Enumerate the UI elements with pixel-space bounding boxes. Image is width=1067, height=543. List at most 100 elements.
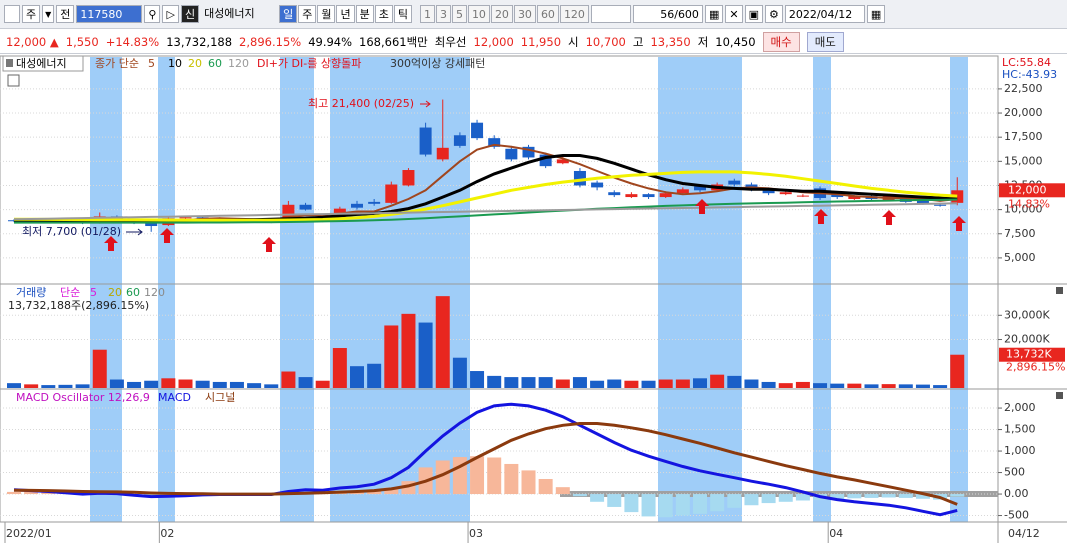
period-button[interactable]: 틱 (393, 5, 412, 23)
period-button[interactable]: 주 (298, 5, 317, 23)
candle-body (659, 193, 672, 198)
candle-body (676, 189, 689, 194)
oscillator-bar (641, 494, 656, 517)
volume-ma-legend: 5 (90, 286, 97, 299)
candle-body (299, 204, 312, 210)
dropdown[interactable]: ▼ (42, 5, 55, 23)
high-label: 고 (632, 34, 644, 49)
last-volume-rate: 2,896.15% (1006, 361, 1065, 374)
volume-bar (401, 313, 416, 388)
macd-osc-legend: MACD Oscillator 12,26,9 (16, 391, 150, 404)
oscillator-bar (24, 491, 39, 495)
period-button[interactable]: 년 (336, 5, 355, 23)
ma-legend: 60 (208, 57, 222, 70)
combo[interactable] (590, 5, 631, 23)
highlight (90, 57, 122, 522)
volume-bar (693, 378, 707, 388)
volume-legend: 거래량 (16, 286, 46, 299)
signal-arrow (814, 209, 828, 224)
code-input[interactable]: 117580 (76, 5, 143, 23)
x-tick-label: 04 (829, 527, 843, 540)
candle-body (522, 146, 535, 158)
signal-arrow (160, 228, 174, 243)
volume-bar (212, 381, 227, 388)
interval-button[interactable]: 10 (467, 5, 490, 23)
interval-button[interactable]: 20 (490, 5, 513, 23)
turnover: 49.94% (308, 34, 353, 49)
sell-button[interactable]: 매도 (806, 31, 844, 52)
volume-bar (572, 377, 587, 388)
y-tick-label: 20,000 (1004, 106, 1043, 119)
ma-legend: 120 (228, 57, 249, 70)
market-select[interactable]: 주 (22, 5, 41, 23)
y-tick-label: 5,000 (1004, 251, 1036, 264)
tool-button[interactable]: ▦ (704, 5, 724, 23)
interval-button[interactable]: 3 (435, 5, 451, 23)
volume-bar (7, 383, 21, 388)
tool-button[interactable]: ✕ (725, 5, 743, 23)
amount: 168,661백만 (359, 34, 428, 49)
last-volume-box (999, 347, 1065, 362)
candle-body (934, 204, 947, 206)
mode-button[interactable]: 전 (56, 5, 75, 23)
oscillator-bar (538, 479, 553, 495)
calendar-button[interactable]: ▦ (866, 5, 886, 23)
interval-group: 1 3 5 10 20 30 60 120 (419, 5, 589, 23)
y-tick-label: 17,500 (1004, 130, 1043, 143)
interval-button[interactable]: 5 (451, 5, 467, 23)
oscillator-bar (658, 494, 673, 518)
candle-body (368, 201, 381, 204)
oscillator-bar (521, 470, 536, 495)
x-tick-label: 03 (469, 527, 483, 540)
period-button[interactable]: 일 (279, 5, 298, 23)
oscillator-bar (367, 490, 382, 495)
date-input[interactable]: 2022/04/12 (784, 5, 865, 23)
period-button[interactable]: 월 (317, 5, 336, 23)
x-tick-label: 2022/01 (6, 527, 52, 540)
volume-bar (127, 381, 142, 388)
volume-ma-legend: 단순 (60, 286, 80, 299)
buy-button[interactable]: 매수 (762, 31, 800, 52)
signal-arrow (882, 210, 896, 225)
signal-arrows (104, 199, 966, 252)
period-button[interactable]: 분 (355, 5, 374, 23)
volume-bar (435, 296, 450, 388)
stock-legend: 대성에너지 (16, 57, 67, 70)
period-button[interactable]: 초 (374, 5, 393, 23)
volume-bar (144, 380, 159, 388)
menu-icon[interactable] (4, 5, 20, 23)
candle-body (505, 148, 518, 160)
low-label: 저 (697, 34, 709, 49)
signal-arrow (262, 237, 276, 252)
candle-body (642, 194, 655, 198)
settings-button[interactable]: ⚙ (764, 5, 783, 23)
open: 10,700 (585, 34, 626, 49)
interval-button[interactable]: 1 (419, 5, 435, 23)
oscillator-bar (7, 491, 21, 495)
change: 1,550 (65, 34, 99, 49)
save-button[interactable]: ▣ (744, 5, 763, 23)
volume-bar (504, 377, 519, 388)
volume-ma-legend: 60 (126, 286, 140, 299)
interval-button[interactable]: 30 (513, 5, 536, 23)
y-tick-label: 2,000 (1004, 401, 1036, 414)
interval-button[interactable]: 60 (536, 5, 559, 23)
panel-icon (1056, 392, 1063, 399)
change-rate: +14.83% (105, 34, 160, 49)
sound-button[interactable]: ▷ (162, 5, 179, 23)
volume-bar (538, 377, 553, 388)
volume-ma-legend: 20 (108, 286, 122, 299)
candle-body (608, 192, 621, 196)
volume-bar (761, 381, 776, 388)
candle-body (453, 135, 466, 146)
volume-bar (298, 377, 313, 388)
volume-ma-legend: 120 (144, 286, 165, 299)
ask: 12,000 (473, 34, 514, 49)
legend-icon (6, 59, 13, 67)
candle-body (436, 147, 449, 160)
oscillator-bar (572, 494, 587, 497)
search-button[interactable]: ⚲ (144, 5, 161, 23)
candle-body (591, 182, 604, 188)
interval-button[interactable]: 120 (559, 5, 589, 23)
